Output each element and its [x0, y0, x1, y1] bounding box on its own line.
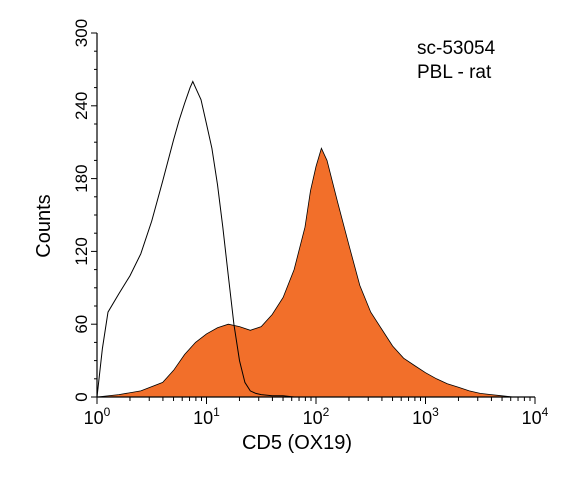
series-layer	[96, 80, 535, 398]
annotation-sample-description: PBL - rat	[417, 62, 492, 83]
text-layer: sc-53054 PBL - rat CD5 (OX19) Counts	[33, 38, 496, 454]
series-filled-histogram	[96, 147, 535, 398]
y-tick-label: 240	[72, 92, 91, 120]
axes-layer: 0 60 120 180 240 300 100 101 102 103 104	[72, 19, 549, 428]
x-tick-label: 102	[303, 405, 330, 428]
series-outline-histogram	[96, 80, 349, 398]
annotation-sample-id: sc-53054	[417, 38, 496, 59]
y-axis-label: Counts	[33, 194, 55, 257]
x-axis-label: CD5 (OX19)	[242, 432, 352, 454]
x-tick-label: 104	[522, 405, 549, 428]
y-tick-label: 60	[72, 315, 91, 334]
y-tick-label: 0	[72, 392, 91, 401]
x-tick-label: 100	[84, 405, 111, 428]
y-tick-label: 180	[72, 164, 91, 192]
y-tick-label: 120	[72, 237, 91, 265]
y-tick-label: 300	[72, 19, 91, 47]
x-tick-label: 101	[193, 405, 220, 428]
x-tick-label: 103	[412, 405, 439, 428]
